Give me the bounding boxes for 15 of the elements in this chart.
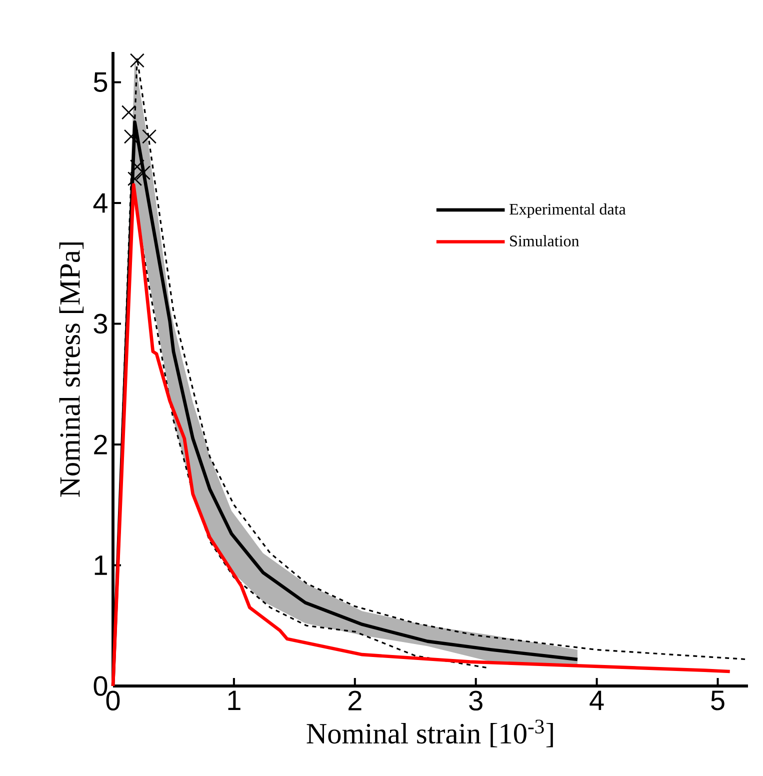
y-tick-label: 4	[93, 193, 108, 213]
x-tick-label: 1	[228, 690, 240, 710]
x-axis-title: Nominal strain [10$^{-3}$]	[306, 720, 553, 748]
y-tick-label: 1	[94, 556, 107, 575]
legend-label: Experimental data	[510, 203, 626, 218]
legend-label: Simulation	[510, 235, 580, 246]
x-tick-label: 5	[711, 690, 724, 710]
x-tick-label: 4	[590, 690, 604, 710]
y-axis-title: Nominal stress [MPa]	[59, 242, 84, 497]
x-tick-label: 2	[348, 690, 362, 710]
y-tick-label: 2	[94, 434, 107, 454]
y-tick-label: 0	[94, 676, 108, 696]
y-tick-label: 5	[94, 72, 108, 92]
y-tick-label: 3	[94, 314, 108, 334]
x-tick-label: 3	[469, 690, 482, 711]
